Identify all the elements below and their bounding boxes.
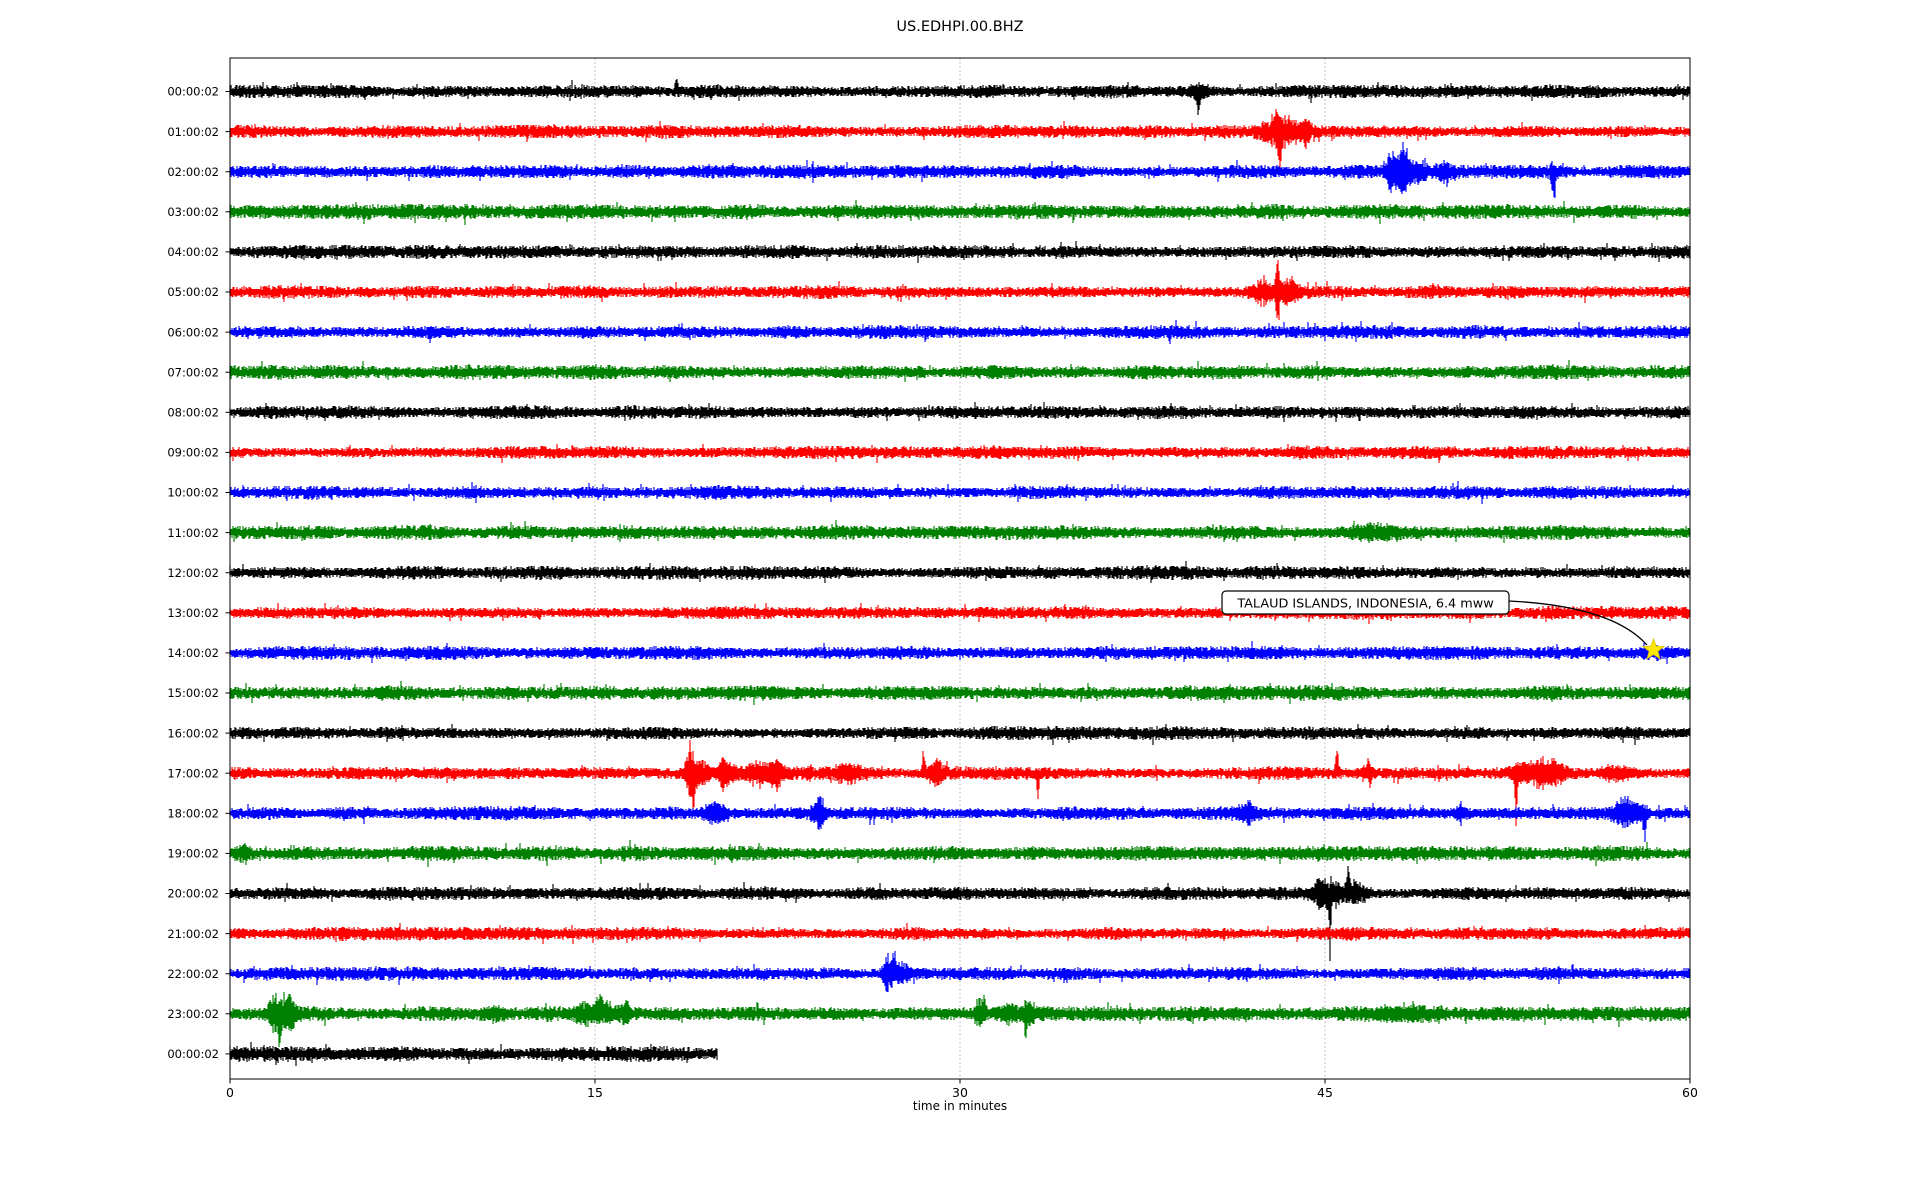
trace-row-20-20:00:02 [229, 866, 1691, 961]
y-tick-label: 12:00:02 [167, 566, 219, 580]
x-axis-ticks: 0 15 30 45 60 [226, 1079, 1698, 1100]
y-tick-label: 06:00:02 [167, 325, 219, 339]
annotation-leader-line [1508, 600, 1648, 646]
y-tick-label: 00:00:02 [167, 85, 219, 99]
y-tick-label: 23:00:02 [167, 1007, 219, 1021]
x-tick-label: 0 [226, 1085, 234, 1100]
x-tick-label: 60 [1682, 1085, 1698, 1100]
y-tick-label: 03:00:02 [167, 205, 219, 219]
x-tick-label: 30 [952, 1085, 968, 1100]
y-tick-label: 01:00:02 [167, 125, 219, 139]
event-star-icon [1641, 637, 1666, 660]
y-tick-label: 04:00:02 [167, 245, 219, 259]
y-tick-label: 15:00:02 [167, 686, 219, 700]
trace-row-0-00:00:02 [229, 79, 1691, 115]
trace-row-18-18:00:02 [229, 796, 1691, 842]
trace-row-3-03:00:02 [229, 200, 1691, 225]
y-tick-label: 20:00:02 [167, 887, 219, 901]
trace-row-6-06:00:02 [229, 320, 1691, 344]
trace-row-24-00:00:02 [229, 1042, 718, 1066]
y-tick-label: 16:00:02 [167, 726, 219, 740]
y-tick-label: 17:00:02 [167, 766, 219, 780]
y-tick-label: 22:00:02 [167, 967, 219, 981]
y-tick-label: 21:00:02 [167, 927, 219, 941]
y-axis-ticks: 00:00:02 01:00:02 02:00:02 03:00:02 04:00:02… [167, 85, 230, 1061]
y-tick-label: 14:00:02 [167, 646, 219, 660]
plot-title: US.EDHPI.00.BHZ [896, 19, 1023, 35]
y-tick-label: 10:00:02 [167, 486, 219, 500]
y-tick-label: 11:00:02 [167, 526, 219, 540]
event-annotation-box [1221, 590, 1510, 615]
trace-row-5-05:00:02 [229, 260, 1691, 320]
y-tick-label: 19:00:02 [167, 847, 219, 861]
event-annotation-label: TALAUD ISLANDS, INDONESIA, 6.4 mww [1236, 597, 1493, 612]
y-tick-label: 08:00:02 [167, 406, 219, 420]
y-tick-label: 00:00:02 [167, 1047, 219, 1061]
y-tick-label: 07:00:02 [167, 365, 219, 379]
trace-row-11-11:00:02 [229, 520, 1691, 543]
trace-row-15-15:00:02 [229, 681, 1691, 705]
y-tick-label: 05:00:02 [167, 285, 219, 299]
y-tick-label: 18:00:02 [167, 807, 219, 821]
x-tick-label: 45 [1317, 1085, 1333, 1100]
y-tick-label: 09:00:02 [167, 446, 219, 460]
y-tick-label: 02:00:02 [167, 165, 219, 179]
y-tick-label: 13:00:02 [167, 606, 219, 620]
x-tick-label: 15 [587, 1085, 603, 1100]
x-axis-label: time in minutes [913, 1099, 1007, 1113]
